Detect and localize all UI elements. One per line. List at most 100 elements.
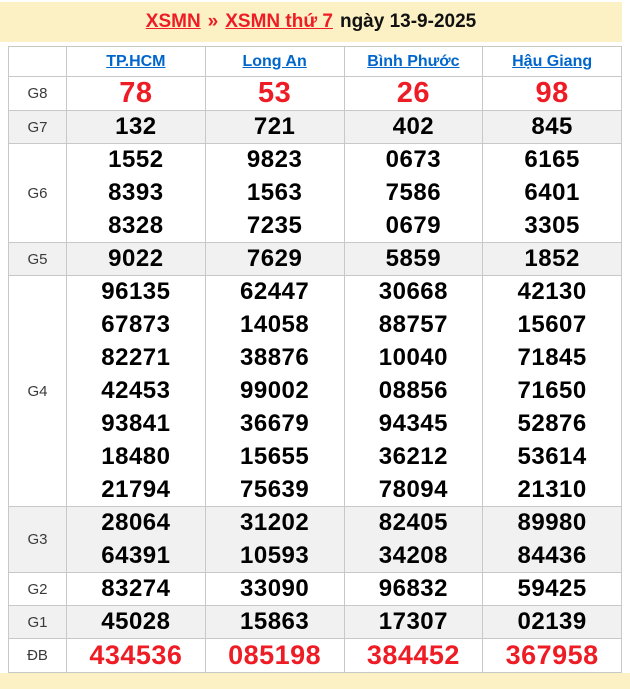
result-cell: 33090 — [204, 572, 345, 606]
result-row: G7 132 721 402 845 — [8, 110, 622, 144]
result-cell: 14058 — [204, 308, 345, 342]
results-table-container: TP.HCM Long An Bình Phước Hậu Giang G8 78 53 2… — [0, 42, 630, 673]
result-cell: 10593 — [204, 539, 345, 573]
result-cell: 36679 — [204, 407, 345, 441]
result-row: 18480 15655 36212 53614 — [9, 440, 622, 474]
result-cell: 78094 — [343, 473, 484, 507]
header-row: TP.HCM Long An Bình Phước Hậu Giang — [8, 46, 622, 77]
result-cell: 08856 — [343, 374, 484, 408]
result-cell: 402 — [343, 110, 484, 144]
prize-label: G4 — [8, 275, 67, 507]
result-cell: 5859 — [343, 242, 484, 276]
result-cell: 34208 — [343, 539, 484, 573]
result-cell: 3305 — [482, 209, 622, 243]
breadcrumb-separator: » — [207, 11, 219, 32]
prize-label: G1 — [8, 605, 67, 639]
result-row: G2 83274 33090 96832 59425 — [8, 572, 622, 606]
results-table: TP.HCM Long An Bình Phước Hậu Giang G8 78 53 2… — [8, 46, 622, 673]
result-cell: 085198 — [204, 638, 345, 673]
result-cell: 8393 — [66, 176, 206, 210]
result-cell: 53614 — [482, 440, 622, 474]
result-row: 8328 7235 0679 3305 — [9, 209, 622, 243]
result-cell: 84436 — [482, 539, 622, 573]
prize-label: G6 — [8, 143, 67, 243]
result-cell: 15655 — [204, 440, 345, 474]
result-cell: 78 — [66, 76, 206, 111]
result-cell: 99002 — [204, 374, 345, 408]
result-cell: 02139 — [482, 605, 622, 639]
prize-label: G5 — [8, 242, 67, 276]
result-row: G8 78 53 26 98 — [8, 76, 622, 111]
result-cell: 96135 — [66, 275, 206, 309]
result-cell: 17307 — [343, 605, 484, 639]
xsmn-day-link[interactable]: XSMN thứ 7 — [225, 11, 333, 32]
corner-cell — [8, 46, 67, 77]
result-row: G1 45028 15863 17307 02139 — [8, 605, 622, 639]
result-cell: 0679 — [343, 209, 484, 243]
prize-label: G2 — [8, 572, 67, 606]
province-link[interactable]: Bình Phước — [367, 52, 460, 70]
bottom-margin — [0, 673, 630, 689]
prize-label: G7 — [8, 110, 67, 144]
result-cell: 30668 — [343, 275, 484, 309]
result-cell: 67873 — [66, 308, 206, 342]
result-cell: 36212 — [343, 440, 484, 474]
province-header: Bình Phước — [343, 46, 484, 77]
result-cell: 9823 — [204, 143, 345, 177]
result-cell: 6165 — [482, 143, 622, 177]
result-cell: 59425 — [482, 572, 622, 606]
result-cell: 94345 — [343, 407, 484, 441]
result-row: G4 96135 62447 30668 42130 — [8, 275, 622, 507]
result-cell: 1552 — [66, 143, 206, 177]
result-cell: 15607 — [482, 308, 622, 342]
result-cell: 71650 — [482, 374, 622, 408]
prize-label: ĐB — [8, 638, 67, 673]
result-row: ĐB 434536 085198 384452 367958 — [8, 638, 622, 673]
province-header: Long An — [204, 46, 345, 77]
result-cell: 53 — [204, 76, 345, 111]
province-header: TP.HCM — [66, 46, 206, 77]
draw-date: ngày 13-9-2025 — [339, 11, 477, 32]
prize-label: G8 — [8, 76, 67, 111]
result-row: 93841 36679 94345 52876 — [9, 407, 622, 441]
result-cell: 93841 — [66, 407, 206, 441]
result-cell: 10040 — [343, 341, 484, 375]
province-link[interactable]: TP.HCM — [106, 52, 166, 70]
result-row: 82271 38876 10040 71845 — [9, 341, 622, 375]
province-link[interactable]: Long An — [242, 52, 307, 70]
result-row: 64391 10593 34208 84436 — [9, 539, 622, 573]
result-cell: 367958 — [482, 638, 622, 673]
result-cell: 26 — [343, 76, 484, 111]
result-row: 42453 99002 08856 71650 — [9, 374, 622, 408]
result-cell: 83274 — [66, 572, 206, 606]
result-cell: 21794 — [66, 473, 206, 507]
result-row: G3 28064 31202 82405 89980 — [8, 506, 622, 573]
result-cell: 75639 — [204, 473, 345, 507]
result-cell: 1563 — [204, 176, 345, 210]
result-cell: 64391 — [66, 539, 206, 573]
result-cell: 88757 — [343, 308, 484, 342]
prize-label: G3 — [8, 506, 67, 573]
xsmn-home-link[interactable]: XSMN — [145, 11, 201, 32]
result-cell: 7629 — [204, 242, 345, 276]
result-cell: 0673 — [343, 143, 484, 177]
province-link[interactable]: Hậu Giang — [512, 52, 593, 70]
result-cell: 721 — [204, 110, 345, 144]
result-cell: 6401 — [482, 176, 622, 210]
result-row: G5 9022 7629 5859 1852 — [8, 242, 622, 276]
result-cell: 98 — [482, 76, 622, 111]
result-cell: 42453 — [66, 374, 206, 408]
result-cell: 132 — [66, 110, 206, 144]
result-cell: 18480 — [66, 440, 206, 474]
result-cell: 434536 — [66, 638, 206, 673]
result-cell: 384452 — [343, 638, 484, 673]
result-cell: 28064 — [66, 506, 206, 540]
result-cell: 1852 — [482, 242, 622, 276]
result-cell: 82405 — [343, 506, 484, 540]
result-cell: 8328 — [66, 209, 206, 243]
table-body: G8 78 53 26 98 G7 132 721 402 845 G6 1552 9823 0673 61… — [8, 76, 622, 673]
top-margin — [0, 0, 630, 2]
result-row: G6 1552 9823 0673 6165 — [8, 143, 622, 243]
table-head: TP.HCM Long An Bình Phước Hậu Giang — [8, 46, 622, 77]
result-cell: 7586 — [343, 176, 484, 210]
